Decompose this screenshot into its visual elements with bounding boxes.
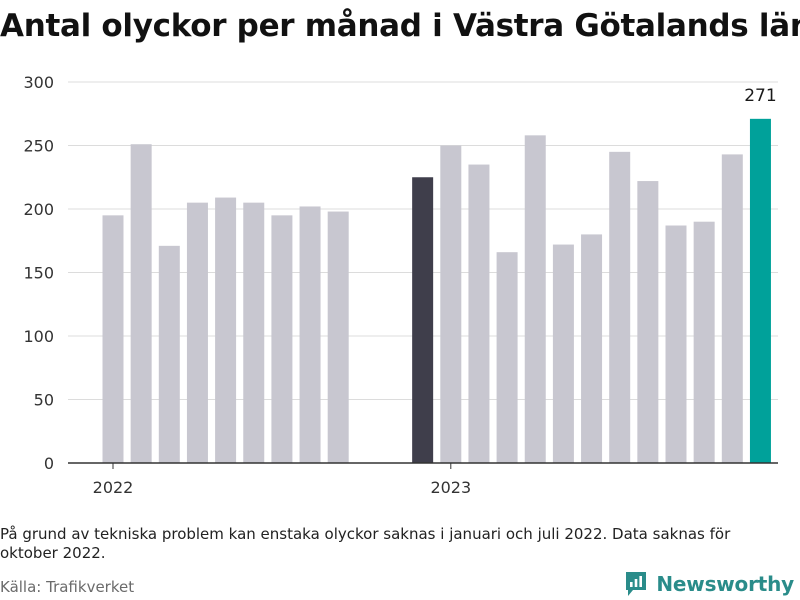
bar <box>524 135 546 463</box>
bar <box>581 234 603 463</box>
source-credit: Källa: Trafikverket <box>0 578 135 596</box>
bar <box>299 206 321 463</box>
x-tick-label: 2023 <box>430 478 471 497</box>
brand-logo[interactable]: Newsworthy <box>624 570 794 598</box>
bar <box>412 177 434 463</box>
bar <box>552 244 574 463</box>
bar <box>102 215 124 463</box>
y-tick-label: 250 <box>23 137 54 156</box>
bar <box>130 144 152 463</box>
bar <box>693 221 715 463</box>
newsworthy-chart-icon <box>626 572 647 596</box>
chart-area: 0 50 100 150 200 250 300 2022 2023 271 <box>0 60 800 500</box>
bar <box>271 215 293 463</box>
brand-name: Newsworthy <box>656 572 794 596</box>
x-tick-label: 2022 <box>93 478 134 497</box>
y-tick-label: 50 <box>34 391 54 410</box>
y-tick-label: 100 <box>23 327 54 346</box>
bar <box>158 245 180 463</box>
y-tick-label: 0 <box>44 454 54 473</box>
chart-note: På grund av tekniska problem kan enstaka… <box>0 525 731 562</box>
bar <box>609 151 631 463</box>
bar <box>749 118 771 463</box>
y-tick-label: 200 <box>23 200 54 219</box>
y-tick-label: 150 <box>23 264 54 283</box>
bar <box>637 181 659 463</box>
bar <box>665 225 687 463</box>
data-label: 271 <box>744 86 776 106</box>
bar <box>243 202 265 463</box>
bar <box>468 164 490 464</box>
bar <box>215 197 237 463</box>
bar <box>721 154 743 463</box>
bar <box>186 202 208 463</box>
bar <box>440 145 462 463</box>
chart-title: Antal olyckor per månad i Västra Götalan… <box>0 8 800 44</box>
bar <box>327 211 349 463</box>
y-tick-label: 300 <box>23 73 54 92</box>
bar-chart-svg: 0 50 100 150 200 250 300 2022 2023 271 <box>23 73 778 497</box>
bar <box>496 252 518 463</box>
